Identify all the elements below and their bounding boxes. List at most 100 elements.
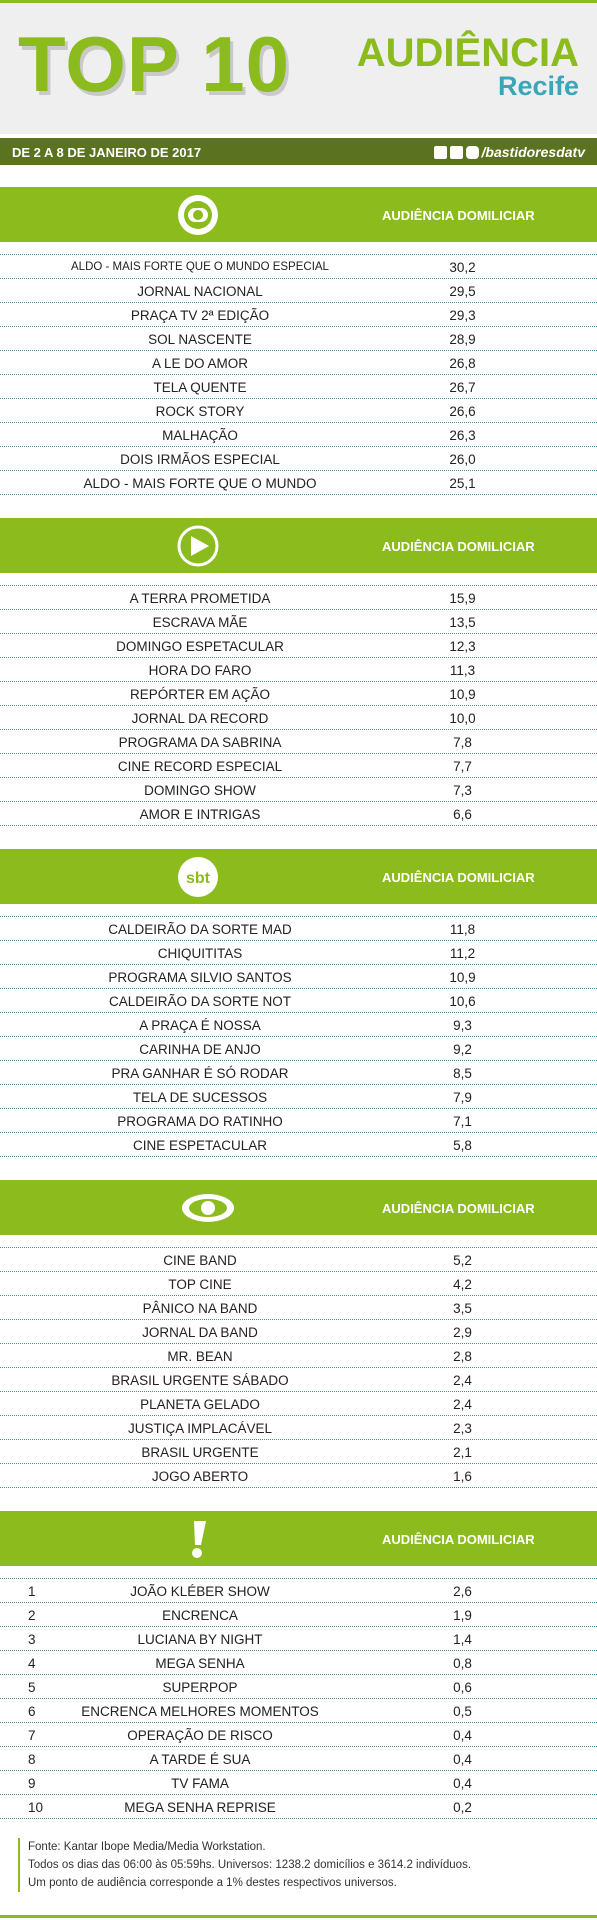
program-name: A LE DO AMOR xyxy=(151,356,249,371)
program-name: CINE BAND xyxy=(163,1253,237,1268)
row: 6 ENCRENCA MELHORES MOMENTOS 0,5 xyxy=(0,1699,597,1723)
rating: 3,5 xyxy=(453,1301,472,1316)
section: sbt AUDIÊNCIA DOMILICIAR CALDEIRÃO DA SORT… xyxy=(0,849,597,1157)
row: PRAÇA TV 2ª EDIÇÃO 29,3 xyxy=(0,303,597,327)
row: 8 A TARDE É SUA 0,4 xyxy=(0,1747,597,1771)
rating: 15,9 xyxy=(449,591,476,606)
row: JOGO ABERTO 1,6 xyxy=(0,1464,597,1488)
rating: 26,7 xyxy=(449,380,476,395)
rating: 29,3 xyxy=(449,308,476,323)
rank: 6 xyxy=(28,1704,36,1719)
row: JORNAL DA RECORD 10,0 xyxy=(0,706,597,730)
section-header: sbt AUDIÊNCIA DOMILICIAR xyxy=(0,849,597,904)
program-name: PÂNICO NA BAND xyxy=(142,1301,258,1316)
rank: 7 xyxy=(28,1728,36,1743)
program-name: CINE RECORD ESPECIAL xyxy=(117,759,283,774)
program-name: MEGA SENHA xyxy=(155,1656,245,1671)
program-name: TOP CINE xyxy=(168,1277,232,1292)
rows: CALDEIRÃO DA SORTE MAD 11,8 CHIQUITITAS 11,… xyxy=(0,916,597,1157)
channel-logo xyxy=(177,525,219,567)
row: 1 JOÃO KLÉBER SHOW 2,6 xyxy=(0,1579,597,1603)
footer: Fonte: Kantar Ibope Media/Media Workstat… xyxy=(18,1838,471,1892)
program-name: SUPERPOP xyxy=(162,1680,238,1695)
row: CINE BAND 5,2 xyxy=(0,1248,597,1272)
rating: 0,2 xyxy=(453,1800,472,1815)
program-name: BRASIL URGENTE SÁBADO xyxy=(111,1373,289,1388)
row: ALDO - MAIS FORTE QUE O MUNDO ESPECIAL 30… xyxy=(0,255,597,279)
rating: 7,9 xyxy=(453,1090,472,1105)
row: ESCRAVA MÃE 13,5 xyxy=(0,610,597,634)
column-header: AUDIÊNCIA DOMILICIAR xyxy=(382,208,535,223)
row: JORNAL NACIONAL 29,5 xyxy=(0,279,597,303)
rating: 2,8 xyxy=(453,1349,472,1364)
rating: 0,4 xyxy=(453,1776,472,1791)
rows: 1 JOÃO KLÉBER SHOW 2,6 2 ENCRENCA 1,9 3 LUCIANA… xyxy=(0,1578,597,1819)
row: CHIQUITITAS 11,2 xyxy=(0,941,597,965)
row: JORNAL DA BAND 2,9 xyxy=(0,1320,597,1344)
program-name: CHIQUITITAS xyxy=(157,946,243,961)
rows: A TERRA PROMETIDA 15,9 ESCRAVA MÃE 13,5 DOMI… xyxy=(0,585,597,826)
program-name: TV FAMA xyxy=(171,1776,229,1791)
program-name: PROGRAMA DA SABRINA xyxy=(118,735,282,750)
row: SOL NASCENTE 28,9 xyxy=(0,327,597,351)
instagram-icon xyxy=(465,145,479,159)
program-name: MR. BEAN xyxy=(167,1349,233,1364)
brand: AUDIÊNCIA xyxy=(356,31,579,75)
footer-line: Fonte: Kantar Ibope Media/Media Workstat… xyxy=(28,1841,266,1853)
rank: 9 xyxy=(28,1776,36,1791)
rating: 0,5 xyxy=(453,1704,472,1719)
rating: 11,8 xyxy=(449,922,476,937)
row: MALHAÇÃO 26,3 xyxy=(0,423,597,447)
program-name: ALDO - MAIS FORTE QUE O MUNDO xyxy=(83,476,317,491)
row: DOIS IRMÃOS ESPECIAL 26,0 xyxy=(0,447,597,471)
program-name: PROGRAMA DO RATINHO xyxy=(117,1114,283,1129)
row: PROGRAMA DA SABRINA 7,8 xyxy=(0,730,597,754)
row: BRASIL URGENTE SÁBADO 2,4 xyxy=(0,1368,597,1392)
rating: 25,1 xyxy=(449,476,476,491)
rating: 26,3 xyxy=(449,428,476,443)
program-name: HORA DO FARO xyxy=(148,663,252,678)
rank: 3 xyxy=(28,1632,36,1647)
column-header: AUDIÊNCIA DOMILICIAR xyxy=(382,539,535,554)
row: CINE ESPETACULAR 5,8 xyxy=(0,1133,597,1157)
rating: 7,7 xyxy=(453,759,472,774)
header: TOP 10 AUDIÊNCIA Recife xyxy=(0,3,597,134)
rating: 10,6 xyxy=(449,994,476,1009)
rating: 6,6 xyxy=(453,807,472,822)
period: DE 2 A 8 DE JANEIRO DE 2017 xyxy=(12,145,202,160)
rating: 7,8 xyxy=(453,735,472,750)
row: HORA DO FARO 11,3 xyxy=(0,658,597,682)
row: CALDEIRÃO DA SORTE MAD 11,8 xyxy=(0,917,597,941)
row: AMOR E INTRIGAS 6,6 xyxy=(0,802,597,826)
row: CINE RECORD ESPECIAL 7,7 xyxy=(0,754,597,778)
row: MR. BEAN 2,8 xyxy=(0,1344,597,1368)
rows: CINE BAND 5,2 TOP CINE 4,2 PÂNICO NA BAND 3,5… xyxy=(0,1247,597,1488)
rating: 10,9 xyxy=(449,687,476,702)
rating: 2,3 xyxy=(453,1421,472,1436)
program-name: CALDEIRÃO DA SORTE NOT xyxy=(108,994,292,1009)
program-name: DOMINGO SHOW xyxy=(144,783,256,798)
row: PÂNICO NA BAND 3,5 xyxy=(0,1296,597,1320)
section: AUDIÊNCIA DOMILICIAR A TERRA PROMETIDA 15,… xyxy=(0,518,597,826)
row: A TERRA PROMETIDA 15,9 xyxy=(0,586,597,610)
rating: 2,9 xyxy=(453,1325,472,1340)
program-name: A TERRA PROMETIDA xyxy=(129,591,271,606)
row: 4 MEGA SENHA 0,8 xyxy=(0,1651,597,1675)
row: ALDO - MAIS FORTE QUE O MUNDO 25,1 xyxy=(0,471,597,495)
period-bar: DE 2 A 8 DE JANEIRO DE 2017 /bastidoresd… xyxy=(0,138,597,165)
rating: 11,2 xyxy=(449,946,476,961)
rating: 13,5 xyxy=(449,615,476,630)
row: 5 SUPERPOP 0,6 xyxy=(0,1675,597,1699)
bottom-line xyxy=(0,1915,597,1918)
rating: 2,4 xyxy=(453,1397,472,1412)
rows: ALDO - MAIS FORTE QUE O MUNDO ESPECIAL 30… xyxy=(0,254,597,495)
rating: 9,3 xyxy=(453,1018,472,1033)
program-name: OPERAÇÃO DE RISCO xyxy=(127,1728,273,1743)
row: PLANETA GELADO 2,4 xyxy=(0,1392,597,1416)
program-name: JOGO ABERTO xyxy=(151,1469,249,1484)
row: DOMINGO SHOW 7,3 xyxy=(0,778,597,802)
program-name: AMOR E INTRIGAS xyxy=(139,807,261,822)
channel-logo xyxy=(178,195,218,235)
program-name: ESCRAVA MÃE xyxy=(152,615,248,630)
